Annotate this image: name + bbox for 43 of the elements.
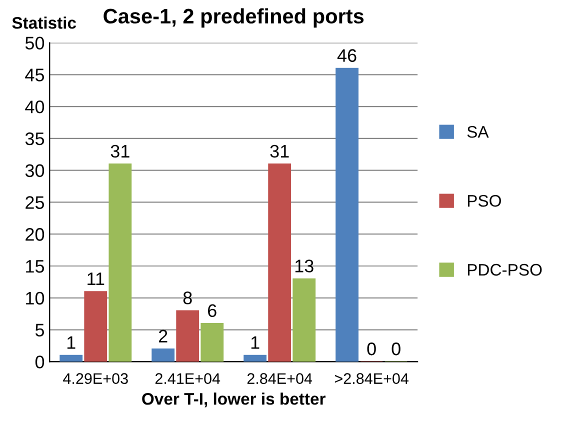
data-label: 31: [110, 144, 130, 158]
bar: [292, 278, 316, 362]
y-tick-label: 30: [25, 164, 44, 178]
bar: [200, 322, 224, 362]
y-tick-label: 35: [25, 132, 44, 146]
legend-label: PSO: [468, 194, 501, 207]
y-tick-label: 50: [25, 36, 44, 50]
bar: [108, 164, 132, 362]
y-tick-label: 5: [35, 324, 44, 336]
x-tick-label: 4.29E+03: [63, 373, 128, 384]
legend-label: SA: [467, 126, 489, 138]
bar: [176, 310, 200, 362]
x-axis-title: Over T-I, lower is better: [142, 392, 326, 408]
bar: [84, 291, 108, 362]
data-label: 31: [270, 144, 289, 158]
data-label: 6: [208, 304, 216, 318]
data-label: 46: [337, 49, 356, 62]
data-label: 0: [392, 342, 400, 356]
x-tick-label: 2.41E+04: [155, 373, 220, 384]
x-tick-label: >2.84E+04: [334, 373, 409, 384]
data-label: 8: [183, 292, 192, 304]
data-label: 2: [158, 330, 168, 342]
data-label: 11: [88, 272, 104, 285]
bar: [336, 68, 358, 362]
y-tick-label: 40: [25, 100, 44, 114]
y-tick-label: 15: [26, 260, 44, 273]
data-label: 0: [367, 342, 376, 356]
y-tick-label: 20: [26, 228, 44, 241]
data-label: 1: [67, 336, 76, 349]
x-tick-label: 2.84E+04: [247, 373, 312, 384]
y-tick-label: 0: [35, 356, 44, 368]
legend-label: PDC-PSO: [468, 264, 542, 276]
y-tick-label: 25: [26, 196, 44, 209]
chart-title: Case-1, 2 predefined ports: [104, 8, 364, 28]
y-tick-label: 10: [26, 292, 44, 305]
data-label: 1: [251, 336, 260, 349]
bar: [244, 354, 267, 362]
bar: [60, 354, 83, 362]
data-label: 13: [295, 260, 314, 272]
y-axis-title: Statistic: [12, 16, 76, 29]
bar: [268, 164, 292, 362]
y-tick-label: 45: [25, 68, 44, 82]
bar: [152, 348, 175, 362]
